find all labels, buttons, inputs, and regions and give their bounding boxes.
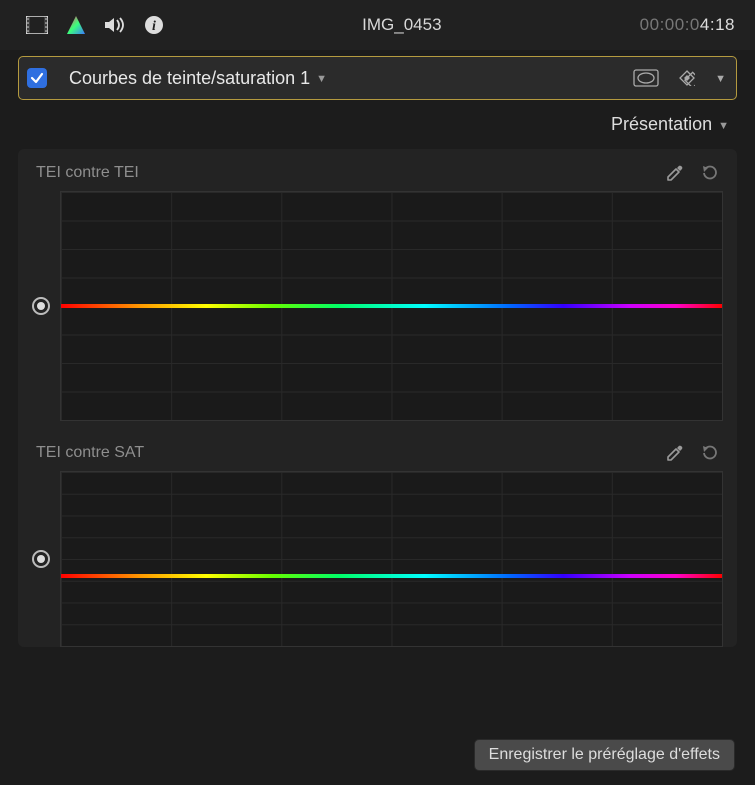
timecode-suffix: 4:18	[700, 15, 735, 34]
curve-grid[interactable]	[60, 191, 723, 421]
topbar-icon-group: i	[26, 15, 164, 35]
reset-icon[interactable]	[699, 443, 719, 463]
inspector-topbar: i IMG_0453 00:00:04:18	[0, 0, 755, 50]
mask-icon[interactable]	[633, 69, 659, 87]
effect-enable-checkbox[interactable]	[27, 68, 47, 88]
curves-panel: TEI contre TEI TEI contre SAT	[18, 149, 737, 647]
curve-block: TEI contre TEI	[32, 161, 723, 421]
save-preset-button[interactable]: Enregistrer le préréglage d'effets	[474, 739, 735, 771]
effect-header[interactable]: Courbes de teinte/saturation 1 ▼ ▼	[18, 56, 737, 100]
curve-body	[32, 191, 723, 421]
hue-curve-line[interactable]	[61, 574, 722, 578]
reset-icon[interactable]	[699, 163, 719, 183]
effect-name-dropdown[interactable]: Courbes de teinte/saturation 1 ▼	[57, 68, 327, 89]
chevron-down-icon[interactable]: ▼	[715, 71, 726, 85]
clip-title: IMG_0453	[164, 15, 640, 35]
curve-title: TEI contre SAT	[36, 444, 665, 462]
curve-header: TEI contre TEI	[32, 161, 723, 191]
view-menu-label: Présentation	[611, 114, 712, 135]
curve-header: TEI contre SAT	[32, 441, 723, 471]
curve-title: TEI contre TEI	[36, 164, 665, 182]
timecode-prefix: 00:00:0	[640, 15, 700, 34]
hue-curve-line[interactable]	[61, 304, 722, 308]
curve-selector-radio[interactable]	[32, 297, 50, 315]
curve-tools	[665, 443, 719, 463]
curve-tools	[665, 163, 719, 183]
view-menu-row: Présentation ▼	[0, 100, 755, 143]
curve-body	[32, 471, 723, 647]
keyframe-icon[interactable]	[679, 70, 695, 86]
svg-text:i: i	[152, 19, 156, 34]
view-menu-button[interactable]: Présentation ▼	[611, 114, 729, 135]
effect-name-label: Courbes de teinte/saturation 1	[69, 68, 310, 89]
eyedropper-icon[interactable]	[665, 443, 685, 463]
scroll-fade	[0, 689, 755, 729]
eyedropper-icon[interactable]	[665, 163, 685, 183]
color-icon[interactable]	[66, 15, 86, 35]
effect-header-actions: ▼	[633, 69, 726, 87]
chevron-down-icon: ▼	[316, 71, 327, 85]
curve-selector-radio[interactable]	[32, 550, 50, 568]
chevron-down-icon: ▼	[718, 118, 729, 132]
curve-grid[interactable]	[60, 471, 723, 647]
film-icon[interactable]	[26, 16, 48, 34]
timecode-display: 00:00:04:18	[640, 15, 735, 35]
gridlines	[61, 472, 722, 646]
audio-icon[interactable]	[104, 16, 126, 34]
curve-block: TEI contre SAT	[32, 441, 723, 647]
footer-bar: Enregistrer le préréglage d'effets	[474, 739, 735, 771]
info-icon[interactable]: i	[144, 15, 164, 35]
